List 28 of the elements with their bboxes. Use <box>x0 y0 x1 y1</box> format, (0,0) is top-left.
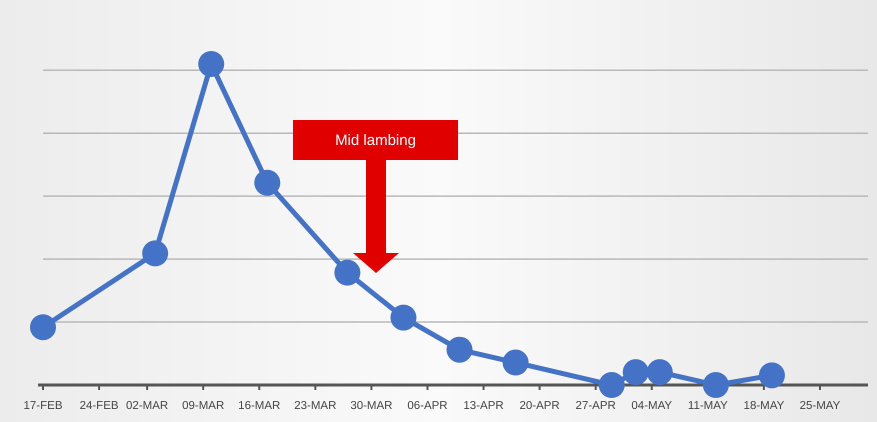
x-tick-label: 04-MAY <box>631 400 672 412</box>
x-tick-label: 20-APR <box>519 400 560 412</box>
point <box>622 359 649 386</box>
x-tick-label: 24-FEB <box>80 400 119 412</box>
x-tick-label: 06-APR <box>407 400 448 412</box>
point <box>142 240 168 266</box>
x-tick-label: 11-MAY <box>688 400 728 412</box>
x-tick-label: 02-MAR <box>126 400 168 412</box>
point <box>254 170 280 196</box>
x-tick-label: 25-MAY <box>800 400 841 412</box>
x-tick-label: 13-APR <box>463 400 504 412</box>
point <box>502 350 529 376</box>
x-tick-label: 17-FEB <box>24 400 63 412</box>
point <box>702 372 729 398</box>
x-tick-label: 18-MAY <box>744 400 785 412</box>
x-tick-label: 09-MAR <box>182 400 224 412</box>
x-tick-label: 16-MAR <box>238 400 280 412</box>
point <box>198 51 224 77</box>
point <box>598 372 625 398</box>
point <box>334 260 360 286</box>
x-tick-label: 27-APR <box>576 400 616 412</box>
x-tick-label: 30-MAR <box>350 400 393 412</box>
x-tick-label: 23-MAR <box>294 400 336 412</box>
annotation: Mid lambing <box>335 132 416 149</box>
point <box>758 362 785 388</box>
point <box>390 304 416 331</box>
point <box>646 359 673 386</box>
point <box>446 336 473 363</box>
